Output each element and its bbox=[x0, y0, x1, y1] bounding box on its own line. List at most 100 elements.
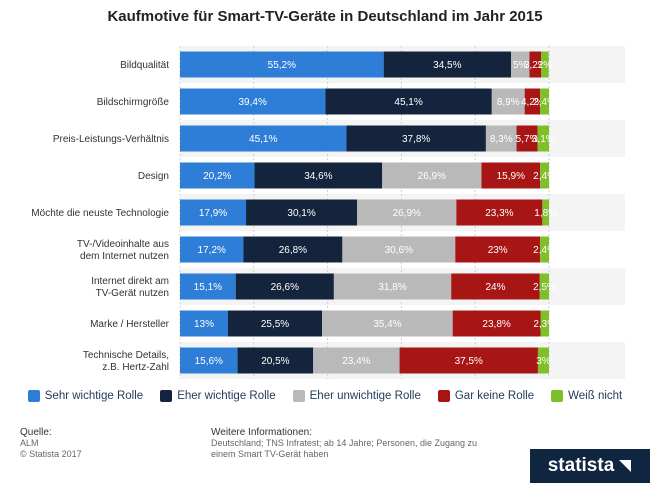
data-label: 17,2% bbox=[198, 245, 226, 256]
legend-swatch bbox=[160, 390, 173, 402]
bar-segment bbox=[235, 273, 334, 300]
data-label: 26,9% bbox=[418, 171, 446, 182]
bar-segment bbox=[180, 88, 326, 115]
legend-item-eher-unwichtig[interactable]: Eher unwichtige Rolle bbox=[292, 390, 421, 402]
data-label: 23,4% bbox=[342, 356, 370, 367]
legend-label: Weiß nicht bbox=[568, 390, 623, 402]
data-label: 3% bbox=[536, 356, 551, 367]
bar-segment bbox=[451, 273, 540, 300]
category-label: TV-/Videoinhalte aus bbox=[77, 239, 169, 250]
data-label: 2,4% bbox=[533, 245, 556, 256]
data-label: 17,9% bbox=[199, 208, 227, 219]
bar-segment bbox=[180, 162, 255, 189]
data-label: 25,5% bbox=[261, 319, 289, 330]
data-label: 15,6% bbox=[195, 356, 223, 367]
info-heading: Weitere Informationen: bbox=[211, 427, 312, 438]
data-label: 39,4% bbox=[239, 97, 267, 108]
legend-swatch bbox=[27, 390, 40, 402]
data-label: 3,1% bbox=[532, 134, 555, 145]
data-label: 24% bbox=[485, 282, 505, 293]
bar-segment bbox=[542, 199, 549, 226]
bar-segment bbox=[537, 347, 549, 374]
bar-segment bbox=[540, 162, 549, 189]
data-label: 45,1% bbox=[249, 134, 277, 145]
category-label: Technische Details, bbox=[83, 350, 169, 361]
bar-segment bbox=[539, 273, 549, 300]
source-line: ALM bbox=[20, 438, 39, 448]
bar-segment bbox=[510, 51, 530, 78]
data-label: 4,2% bbox=[521, 97, 544, 108]
bar-segment bbox=[537, 125, 549, 152]
info-block: Weitere Informationen: Deutschland; TNS … bbox=[211, 427, 477, 460]
stacked-bar-chart: 55,2% 34,5% 5%3,2%2% Bildqualität 39,4% 45,1%… bbox=[31, 46, 625, 379]
data-label: 20,5% bbox=[261, 356, 289, 367]
category-label: dem Internet nutzen bbox=[80, 251, 169, 262]
bar-segment bbox=[180, 347, 238, 374]
bar-segment bbox=[254, 162, 383, 189]
info-line: einem Smart TV-Gerät haben bbox=[211, 449, 329, 459]
bar-segment bbox=[491, 88, 525, 115]
statista-logo[interactable]: statista bbox=[530, 449, 650, 483]
chart-title: Kaufmotive für Smart-TV-Geräte in Deutsc… bbox=[107, 8, 543, 25]
data-label: 2,4% bbox=[533, 171, 556, 182]
bar-segment bbox=[383, 51, 511, 78]
bar-segment bbox=[540, 88, 549, 115]
data-label: 45,1% bbox=[394, 97, 422, 108]
legend-item-eher-wichtig[interactable]: Eher wichtige Rolle bbox=[160, 390, 276, 402]
data-label: 30,6% bbox=[385, 245, 413, 256]
data-label: 37,5% bbox=[455, 356, 483, 367]
data-label: 15,1% bbox=[194, 282, 222, 293]
info-line: Deutschland; TNS Infratest; ab 14 Jahre;… bbox=[211, 438, 477, 448]
data-label: 35,4% bbox=[373, 319, 401, 330]
bar-segment bbox=[541, 51, 549, 78]
data-label: 5% bbox=[513, 60, 528, 71]
bar-segment bbox=[333, 273, 452, 300]
data-label: 8,9% bbox=[497, 97, 520, 108]
category-label: z.B. Hertz-Zahl bbox=[102, 362, 169, 373]
bar-segment bbox=[399, 347, 538, 374]
data-label: 55,2% bbox=[268, 60, 296, 71]
data-label: 3,2% bbox=[524, 60, 547, 71]
bar-segment bbox=[357, 199, 457, 226]
bar-segment bbox=[540, 236, 549, 263]
category-label: Preis-Leistungs-Verhältnis bbox=[53, 134, 169, 145]
bar-segment bbox=[180, 199, 247, 226]
legend-swatch bbox=[292, 390, 305, 402]
category-label: Internet direkt am bbox=[91, 276, 169, 287]
bar-segment bbox=[346, 125, 486, 152]
bar-segment bbox=[227, 310, 323, 337]
data-label: 23% bbox=[488, 245, 508, 256]
bar-segment bbox=[540, 310, 549, 337]
bar-segment bbox=[456, 199, 543, 226]
copyright-line: © Statista 2017 bbox=[20, 449, 82, 459]
legend-item-sehr-wichtig[interactable]: Sehr wichtige Rolle bbox=[27, 390, 143, 402]
bar-segment bbox=[237, 347, 314, 374]
source-heading: Quelle: bbox=[20, 427, 52, 438]
bar-segment bbox=[529, 51, 542, 78]
bar-segment bbox=[452, 310, 541, 337]
source-block: Quelle: ALM © Statista 2017 bbox=[20, 427, 82, 460]
legend-label: Gar keine Rolle bbox=[454, 390, 535, 402]
data-label: 26,9% bbox=[393, 208, 421, 219]
data-label: 31,8% bbox=[378, 282, 406, 293]
bar-segment bbox=[180, 273, 236, 300]
bar-segment bbox=[313, 347, 400, 374]
data-label: 15,9% bbox=[497, 171, 525, 182]
data-label: 37,8% bbox=[402, 134, 430, 145]
data-label: 26,6% bbox=[271, 282, 299, 293]
data-label: 26,8% bbox=[279, 245, 307, 256]
bar-segment bbox=[455, 236, 541, 263]
data-label: 1,8% bbox=[534, 208, 557, 219]
bar-segment bbox=[481, 162, 541, 189]
data-label: 2,3% bbox=[533, 319, 556, 330]
data-label: 5,7% bbox=[516, 134, 539, 145]
chart-legend: Sehr wichtige Rolle Eher wichtige Rolle … bbox=[0, 390, 650, 402]
data-label: 34,6% bbox=[304, 171, 332, 182]
bar-segment bbox=[180, 236, 244, 263]
legend-item-gar-keine[interactable]: Gar keine Rolle bbox=[437, 390, 535, 402]
bar-segment bbox=[243, 236, 343, 263]
bar-segment bbox=[180, 310, 228, 337]
legend-item-weiss-nicht[interactable]: Weiß nicht bbox=[551, 390, 622, 402]
legend-label: Eher wichtige Rolle bbox=[177, 390, 276, 402]
bar-segment bbox=[524, 88, 541, 115]
